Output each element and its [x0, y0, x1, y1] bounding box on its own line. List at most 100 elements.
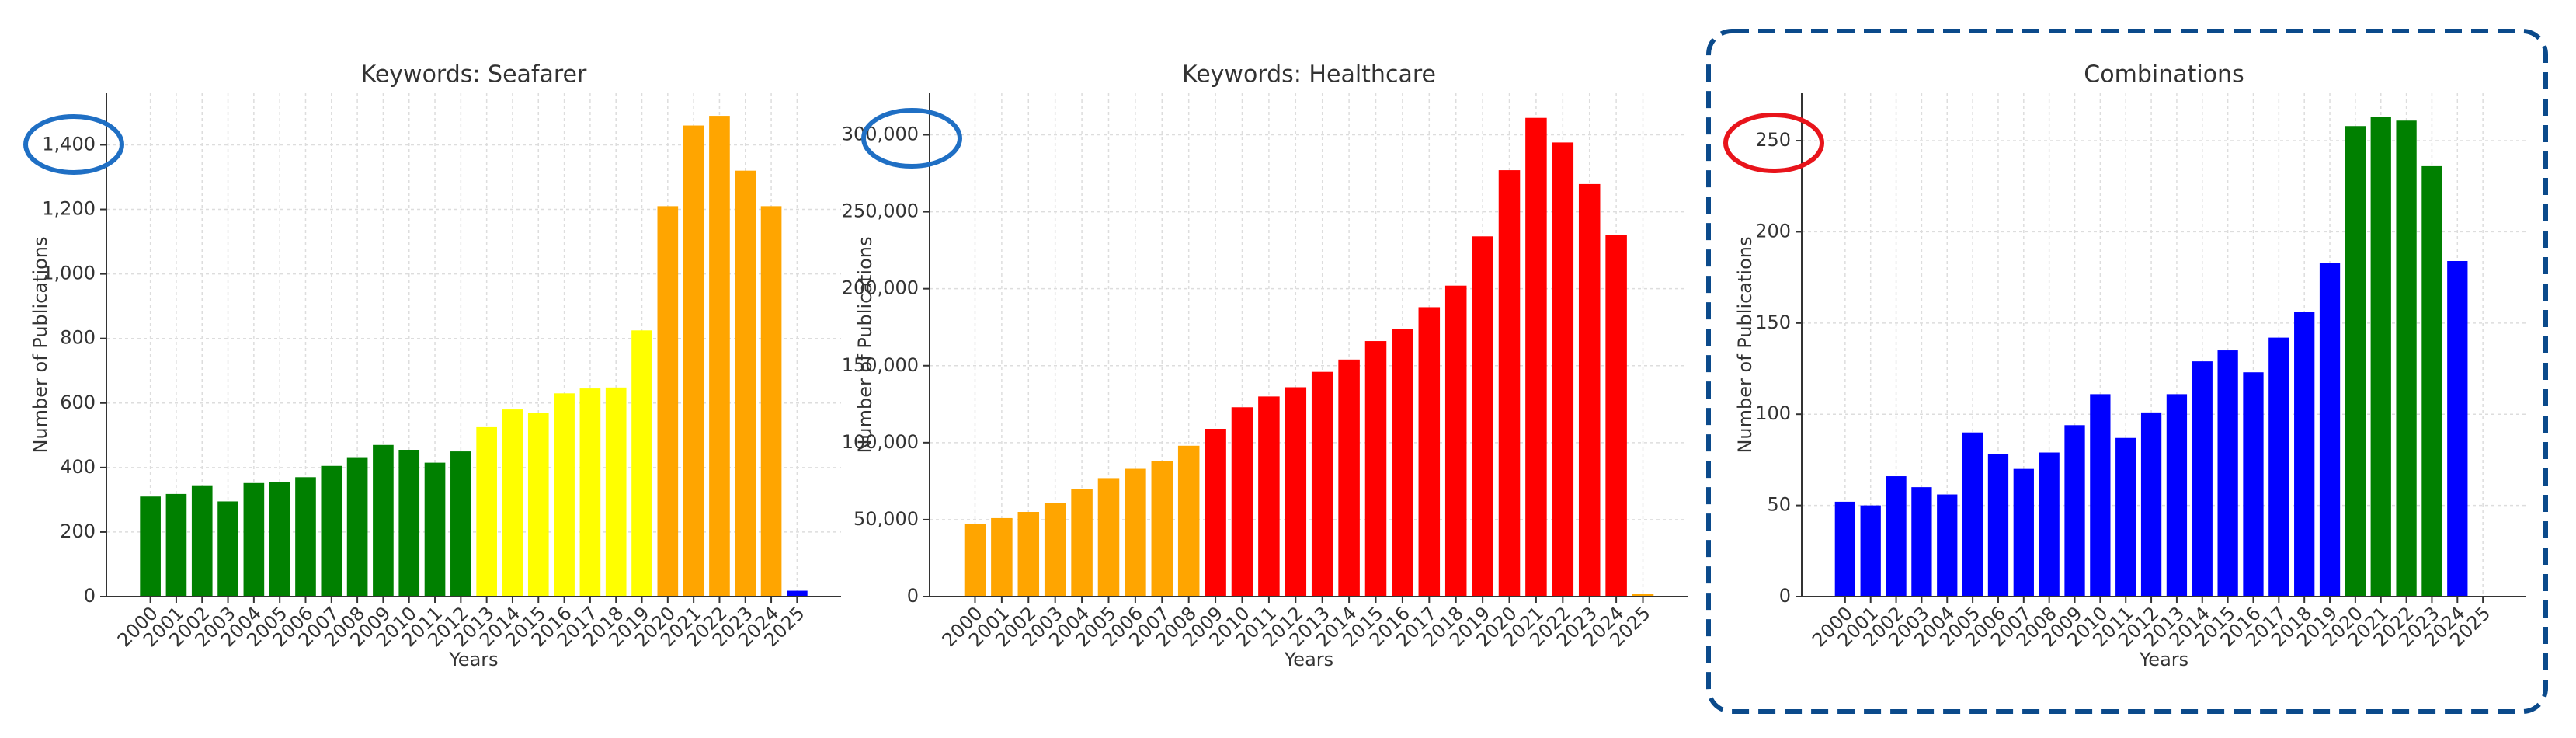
y-tick-label: 250,000	[842, 200, 919, 222]
y-tick-label: 150	[1755, 312, 1791, 333]
highlight-ring	[23, 114, 124, 175]
chart-title: Combinations	[2084, 61, 2244, 89]
bar	[346, 457, 368, 597]
chart-title: Keywords: Healthcare	[1182, 61, 1436, 89]
bar	[1364, 341, 1387, 597]
bar	[2115, 437, 2136, 597]
bar	[1605, 235, 1627, 597]
y-tick-label: 50	[1767, 494, 1791, 516]
bar	[1097, 478, 1120, 597]
bar	[964, 524, 986, 597]
bar	[2421, 165, 2442, 597]
bar	[2319, 263, 2341, 597]
bar	[2447, 261, 2468, 597]
bar	[1552, 142, 1574, 597]
y-axis-label: Number of Publications	[1734, 236, 1756, 453]
y-tick-label: 600	[60, 392, 96, 413]
bar	[450, 451, 471, 597]
bar	[527, 413, 549, 597]
chart-title: Keywords: Seafarer	[361, 61, 587, 89]
x-axis-label: Years	[1284, 649, 1333, 670]
bar	[683, 125, 704, 597]
y-tick-label: 50,000	[853, 508, 919, 530]
bar	[579, 388, 601, 597]
bar	[1498, 170, 1521, 597]
bar	[1231, 407, 1253, 597]
bar	[735, 170, 756, 597]
bar	[2243, 372, 2264, 597]
bar	[217, 501, 238, 597]
y-tick-label: 200,000	[842, 277, 919, 299]
bar	[554, 393, 575, 597]
bar	[1525, 117, 1547, 597]
bar	[2192, 361, 2213, 597]
y-tick-label: 0	[1779, 585, 1791, 607]
bar	[1834, 501, 1855, 597]
y-tick-label: 1,200	[42, 198, 96, 220]
bar	[373, 444, 394, 597]
y-tick-label: 200	[60, 520, 96, 542]
bar	[398, 450, 420, 597]
bar	[1632, 594, 1654, 597]
x-axis-label: Years	[448, 649, 498, 670]
y-tick-label: 400	[60, 456, 96, 478]
bar	[1418, 307, 1441, 597]
y-tick-label: 1,000	[42, 263, 96, 284]
bar	[2217, 350, 2238, 597]
y-tick-label: 0	[84, 585, 96, 607]
highlight-ring	[861, 108, 962, 169]
bar	[1205, 429, 1226, 597]
bar	[631, 330, 652, 597]
bar	[1987, 454, 2009, 597]
bar	[1911, 487, 1932, 597]
y-tick-label: 300,000	[842, 124, 919, 145]
bar	[1151, 461, 1173, 597]
y-axis-label: Number of Publications	[854, 236, 876, 453]
bar	[787, 590, 808, 597]
highlight-ring	[1723, 113, 1824, 173]
bar	[502, 409, 523, 597]
y-axis-label: Number of Publications	[30, 236, 51, 453]
bar	[1044, 503, 1066, 597]
bar	[1338, 359, 1360, 597]
bar	[191, 485, 213, 597]
bar	[2166, 394, 2188, 597]
bar	[165, 493, 187, 597]
bar	[1311, 371, 1333, 597]
bar	[2268, 337, 2289, 597]
bar	[2294, 312, 2315, 597]
bar	[1177, 445, 1200, 597]
bar	[605, 387, 627, 597]
bar	[1472, 236, 1493, 597]
bar	[1886, 476, 1907, 597]
bar	[1125, 468, 1146, 597]
bar	[1578, 183, 1601, 597]
bar	[2064, 425, 2085, 597]
bar	[991, 517, 1013, 597]
y-tick-label: 150,000	[842, 354, 919, 376]
bar	[1962, 432, 1983, 597]
bar	[243, 482, 265, 597]
bar	[2039, 452, 2060, 597]
bar	[1937, 494, 1958, 597]
bar	[760, 206, 782, 597]
y-tick-label: 100	[1755, 402, 1791, 424]
y-tick-label: 250	[1755, 129, 1791, 151]
bar	[2140, 412, 2162, 597]
bar	[2090, 394, 2111, 597]
bar	[321, 465, 342, 597]
bar	[295, 477, 316, 597]
y-tick-label: 100,000	[842, 431, 919, 453]
bar	[2370, 117, 2391, 597]
bar	[709, 116, 730, 597]
y-tick-label: 800	[60, 327, 96, 349]
bar	[1285, 387, 1307, 597]
bar	[1258, 396, 1280, 597]
bar	[424, 462, 446, 597]
bar	[2013, 468, 2034, 597]
bar	[2345, 126, 2366, 597]
bar	[1860, 505, 1881, 597]
bar	[1071, 489, 1093, 597]
bar	[2396, 120, 2417, 597]
y-tick-label: 1,400	[42, 133, 96, 155]
